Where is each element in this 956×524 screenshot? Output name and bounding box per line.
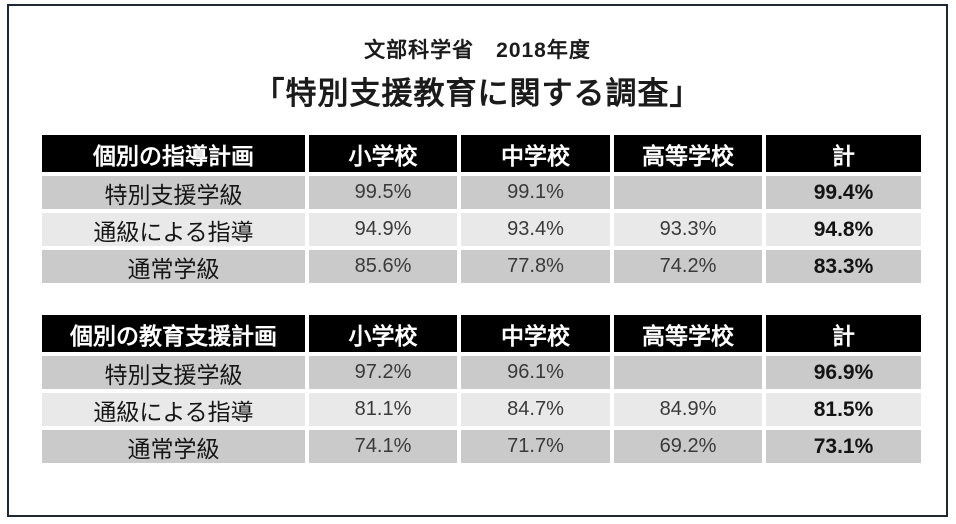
value-cell: 69.2% (614, 430, 762, 463)
slide-frame: 文部科学省 2018年度 「特別支援教育に関する調査」 個別の指導計画 小学校 … (7, 4, 948, 517)
value-cell: 85.6% (309, 250, 457, 283)
value-cell-empty (614, 176, 762, 209)
row-label-regular-class: 通常学級 (42, 250, 305, 283)
total-cell: 94.8% (766, 213, 921, 246)
row-label-special-support-class: 特別支援学級 (42, 356, 305, 389)
slide-title-block: 文部科学省 2018年度 「特別支援教育に関する調査」 (9, 34, 946, 113)
table-title-cell: 個別の教育支援計画 (42, 315, 305, 352)
column-header-elementary: 小学校 (309, 315, 457, 352)
survey-source-year: 文部科学省 2018年度 (364, 39, 591, 62)
row-label-resource-room-instruction: 通級による指導 (42, 393, 305, 426)
value-cell: 93.3% (614, 213, 762, 246)
value-cell-empty (614, 356, 762, 389)
value-cell: 94.9% (309, 213, 457, 246)
column-header-total: 計 (766, 315, 921, 352)
total-cell: 73.1% (766, 430, 921, 463)
table-title-cell: 個別の指導計画 (42, 135, 305, 172)
row-label-special-support-class: 特別支援学級 (42, 176, 305, 209)
value-cell: 97.2% (309, 356, 457, 389)
value-cell: 99.5% (309, 176, 457, 209)
column-header-junior-high: 中学校 (461, 315, 610, 352)
table-individual-instruction-plan: 個別の指導計画 小学校 中学校 高等学校 計 特別支援学級 99.5% 99.1… (42, 135, 921, 283)
total-cell: 96.9% (766, 356, 921, 389)
column-header-elementary: 小学校 (309, 135, 457, 172)
column-header-total: 計 (766, 135, 921, 172)
value-cell: 99.1% (461, 176, 610, 209)
table-individual-education-support-plan: 個別の教育支援計画 小学校 中学校 高等学校 計 特別支援学級 97.2% 96… (42, 315, 921, 463)
value-cell: 71.7% (461, 430, 610, 463)
column-header-junior-high: 中学校 (461, 135, 610, 172)
total-cell: 83.3% (766, 250, 921, 283)
total-cell: 99.4% (766, 176, 921, 209)
value-cell: 84.9% (614, 393, 762, 426)
column-header-high-school: 高等学校 (614, 315, 762, 352)
value-cell: 74.1% (309, 430, 457, 463)
value-cell: 77.8% (461, 250, 610, 283)
value-cell: 84.7% (461, 393, 610, 426)
survey-title: 「特別支援教育に関する調査」 (253, 76, 702, 111)
total-cell: 81.5% (766, 393, 921, 426)
value-cell: 81.1% (309, 393, 457, 426)
column-header-high-school: 高等学校 (614, 135, 762, 172)
row-label-regular-class: 通常学級 (42, 430, 305, 463)
value-cell: 93.4% (461, 213, 610, 246)
row-label-resource-room-instruction: 通級による指導 (42, 213, 305, 246)
value-cell: 74.2% (614, 250, 762, 283)
value-cell: 96.1% (461, 356, 610, 389)
